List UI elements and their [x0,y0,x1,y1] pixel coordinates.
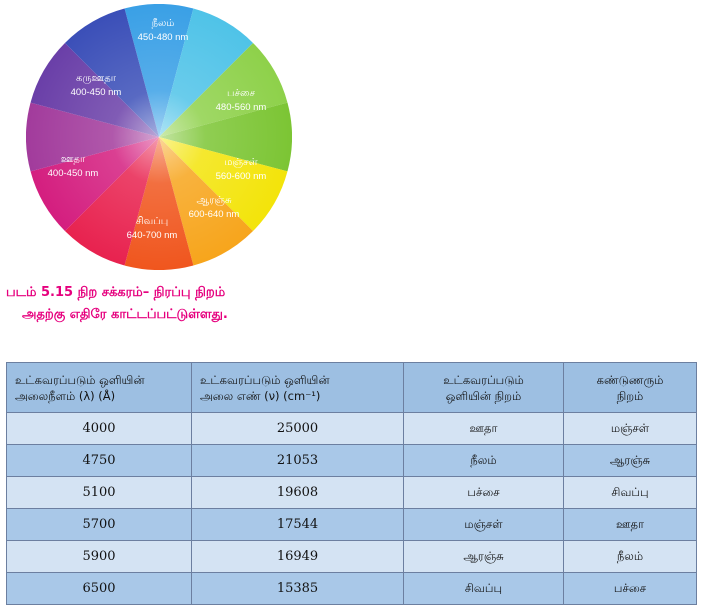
cell-wavelength: 4000 [6,412,192,445]
header-wavenumber: உட்கவரப்படும் ஒளியின் அலை எண் (ν) (cm⁻¹) [191,362,404,413]
cell-wavenumber: 21053 [191,444,404,477]
wheel-label-blue: நீலம் 450-480 nm [137,18,189,43]
cell-absorbed-color: மஞ்சள் [403,508,564,541]
table-row: 5900 16949 ஆரஞ்சு நீலம் [6,540,697,573]
cell-absorbed-color: நீலம் [403,444,564,477]
table-row: 4000 25000 ஊதா மஞ்சள் [6,412,697,445]
cell-wavelength: 5700 [6,508,192,541]
cell-wavenumber: 17544 [191,508,404,541]
caption-line-1: படம் 5.15 நிற சக்கரம்– நிரப்பு நிறம் [6,285,226,300]
cell-wavelength: 5900 [6,540,192,573]
cell-wavenumber: 19608 [191,476,404,509]
cell-wavelength: 6500 [6,572,192,605]
header-wavelength: உட்கவரப்படும் ஒளியின் அலைநீளம் (λ) (Å) [6,362,192,413]
cell-observed-color: ஆரஞ்சு [563,444,697,477]
wheel-label-yellow: மஞ்சள் 560-600 nm [215,157,267,182]
figure-caption: படம் 5.15 நிற சக்கரம்– நிரப்பு நிறம் அதற… [6,282,306,326]
cell-absorbed-color: ஊதா [403,412,564,445]
wheel-label-violet: ஊதா 400-450 nm [47,154,99,179]
color-wheel: நீலம் 450-480 nm பச்சை 480-560 nm மஞ்சள்… [26,4,292,270]
wheel-label-green: பச்சை 480-560 nm [215,88,267,113]
cell-observed-color: நீலம் [563,540,697,573]
cell-wavenumber: 15385 [191,572,404,605]
absorption-table: உட்கவரப்படும் ஒளியின் அலைநீளம் (λ) (Å) உட… [6,362,697,605]
cell-wavenumber: 16949 [191,540,404,573]
wheel-label-red: சிவப்பு 640-700 nm [126,216,178,241]
header-observed-color: கண்டுணரும் நிறம் [563,362,697,413]
table-header-row: உட்கவரப்படும் ஒளியின் அலைநீளம் (λ) (Å) உட… [6,362,697,413]
cell-observed-color: ஊதா [563,508,697,541]
caption-line-2: அதற்கு எதிரே காட்டப்பட்டுள்ளது. [22,307,228,322]
cell-absorbed-color: சிவப்பு [403,572,564,605]
cell-wavenumber: 25000 [191,412,404,445]
cell-wavelength: 5100 [6,476,192,509]
color-wheel-graphic [26,4,292,270]
cell-observed-color: பச்சை [563,572,697,605]
wheel-label-indigo: கருஊதா 400-450 nm [70,73,122,98]
header-absorbed-color: உட்கவரப்படும் ஒளியின் நிறம் [403,362,564,413]
table-row: 4750 21053 நீலம் ஆரஞ்சு [6,444,697,477]
cell-absorbed-color: ஆரஞ்சு [403,540,564,573]
cell-observed-color: மஞ்சள் [563,412,697,445]
cell-absorbed-color: பச்சை [403,476,564,509]
table-row: 6500 15385 சிவப்பு பச்சை [6,572,697,605]
cell-wavelength: 4750 [6,444,192,477]
wheel-label-orange: ஆரஞ்சு 600-640 nm [188,195,240,220]
table-row: 5100 19608 பச்சை சிவப்பு [6,476,697,509]
table-row: 5700 17544 மஞ்சள் ஊதா [6,508,697,541]
cell-observed-color: சிவப்பு [563,476,697,509]
